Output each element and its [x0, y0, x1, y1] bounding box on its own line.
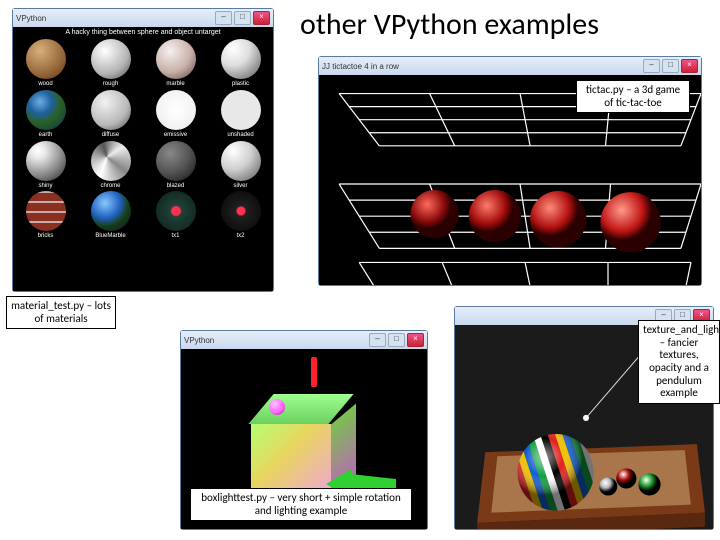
- material-label: BlueMarble: [95, 233, 125, 239]
- material-label: diffuse: [102, 132, 120, 138]
- material-cell: tx1: [143, 190, 208, 241]
- texture-caption: texture_and_lighting.py – fancier textur…: [638, 320, 720, 404]
- material-sphere: [91, 90, 131, 130]
- magenta-sphere: [269, 399, 285, 415]
- maximize-button[interactable]: □: [662, 59, 679, 73]
- material-cell: emissive: [143, 89, 208, 140]
- close-button[interactable]: ×: [407, 333, 424, 347]
- material-sphere: [221, 141, 261, 181]
- material-label: tx1: [171, 233, 179, 239]
- material-label: blazed: [167, 183, 185, 189]
- material-cell: chrome: [78, 139, 143, 190]
- material-sphere: [221, 90, 261, 130]
- materials-window-title: VPython: [16, 14, 46, 23]
- red-bar: [311, 357, 317, 387]
- page-title: other VPython examples: [300, 6, 599, 43]
- material-label: bricks: [38, 233, 54, 239]
- material-label: plastic: [232, 81, 249, 87]
- minimize-button[interactable]: –: [215, 11, 232, 25]
- material-sphere: [91, 141, 131, 181]
- material-cell: tx2: [208, 190, 273, 241]
- material-label: earth: [39, 132, 53, 138]
- material-label: shiny: [38, 183, 52, 189]
- material-label: rough: [103, 81, 118, 87]
- materials-window: VPython – □ × A hacky thing between sphe…: [12, 8, 274, 292]
- maximize-button[interactable]: □: [388, 333, 405, 347]
- material-sphere: [26, 191, 66, 231]
- material-cell: shiny: [13, 139, 78, 190]
- material-label: wood: [38, 81, 52, 87]
- material-sphere: [26, 39, 66, 79]
- close-button[interactable]: ×: [253, 11, 270, 25]
- material-label: chrome: [100, 183, 120, 189]
- tictac-titlebar: JJ tictactoe 4 in a row – □ ×: [319, 57, 701, 76]
- maximize-button[interactable]: □: [234, 11, 251, 25]
- material-cell: bricks: [13, 190, 78, 241]
- close-button[interactable]: ×: [681, 59, 698, 73]
- boxlight-caption: boxlighttest.py – very short + simple ro…: [190, 488, 412, 521]
- material-sphere: [91, 39, 131, 79]
- minimize-button[interactable]: –: [643, 59, 660, 73]
- tictac-window-title: JJ tictactoe 4 in a row: [322, 62, 399, 71]
- material-sphere: [26, 90, 66, 130]
- material-cell: silver: [208, 139, 273, 190]
- materials-grid: A hacky thing between sphere and object …: [13, 27, 273, 291]
- material-cell: earth: [13, 89, 78, 140]
- boxlight-titlebar: VPython – □ ×: [181, 331, 427, 350]
- material-cell: blazed: [143, 139, 208, 190]
- materials-titlebar: VPython – □ ×: [13, 9, 273, 28]
- minimize-button[interactable]: –: [369, 333, 386, 347]
- material-label: marble: [166, 81, 184, 87]
- material-sphere: [26, 141, 66, 181]
- materials-caption: material_test.py – lots of materials: [6, 296, 116, 329]
- material-cell: diffuse: [78, 89, 143, 140]
- material-cell: BlueMarble: [78, 190, 143, 241]
- material-label: emissive: [164, 132, 187, 138]
- material-label: silver: [233, 183, 247, 189]
- material-label: tx2: [236, 233, 244, 239]
- material-cell: unshaded: [208, 89, 273, 140]
- material-sphere: [221, 191, 261, 231]
- materials-header: A hacky thing between sphere and object …: [13, 27, 273, 38]
- material-sphere: [156, 39, 196, 79]
- material-sphere: [156, 90, 196, 130]
- material-cell: wood: [13, 38, 78, 89]
- tictac-caption: tictac.py – a 3d game of tic-tac-toe: [576, 80, 690, 113]
- material-sphere: [156, 141, 196, 181]
- boxlight-window-title: VPython: [184, 336, 214, 345]
- material-sphere: [91, 191, 131, 231]
- material-cell: marble: [143, 38, 208, 89]
- material-cell: rough: [78, 38, 143, 89]
- material-sphere: [221, 39, 261, 79]
- material-sphere: [156, 191, 196, 231]
- material-cell: plastic: [208, 38, 273, 89]
- material-label: unshaded: [227, 132, 253, 138]
